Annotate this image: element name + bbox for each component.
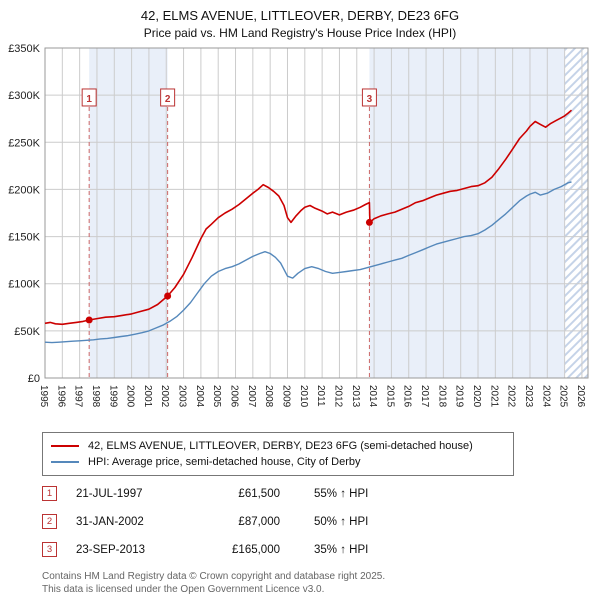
sale-marker-badge-3: 3 <box>42 542 57 557</box>
hpi-shaded-band <box>89 48 168 378</box>
x-axis-tick-label: 2020 <box>471 385 482 408</box>
sale-price-3: £165,000 <box>232 543 280 556</box>
sale-flag-box-2 <box>160 88 176 107</box>
sale-date-3: 23-SEP-2013 <box>76 543 146 556</box>
x-axis-tick-label: 2008 <box>263 385 274 408</box>
sale-hpi-change-3: 35% ↑ HPI <box>314 543 369 556</box>
y-axis-tick-label: £150K <box>8 232 40 244</box>
legend-item-hpi: HPI: Average price, semi-detached house,… <box>51 454 505 470</box>
sale-row-2: 2 31-JAN-2002 £87,000 50% ↑ HPI <box>42 514 600 529</box>
x-axis-tick-label: 2016 <box>402 385 413 408</box>
red-line-swatch <box>51 445 79 447</box>
x-axis-tick-label: 2015 <box>384 385 395 408</box>
sale-point-3 <box>365 218 373 226</box>
x-axis-tick-label: 2011 <box>315 385 326 407</box>
property-price-line <box>44 109 573 326</box>
sale-hpi-change-2: 50% ↑ HPI <box>314 515 369 528</box>
y-axis-tick-label: £100K <box>8 279 40 291</box>
blue-line-swatch <box>51 461 79 463</box>
x-axis-tick-label: 1996 <box>55 385 66 408</box>
sale-hpi-change-1: 55% ↑ HPI <box>314 487 369 500</box>
y-axis-tick-label: £50K <box>14 326 40 338</box>
sale-flag-number-3: 3 <box>367 94 373 105</box>
sale-row-1: 1 21-JUL-1997 £61,500 55% ↑ HPI <box>42 486 600 501</box>
sale-flag-box-3 <box>361 88 377 107</box>
copyright-line-1: Contains HM Land Registry data © Crown c… <box>42 571 386 582</box>
x-axis-tick-label: 1999 <box>107 385 118 408</box>
x-axis-tick-label: 1998 <box>90 385 101 408</box>
page-root: 42, ELMS AVENUE, LITTLEOVER, DERBY, DE23… <box>0 8 600 596</box>
page-subtitle: Price paid vs. HM Land Registry's House … <box>143 26 457 40</box>
sale-date-1: 21-JUL-1997 <box>76 487 143 500</box>
y-axis-tick-label: £200K <box>8 184 40 196</box>
sale-date-2: 31-JAN-2002 <box>76 515 144 528</box>
x-axis-tick-label: 2023 <box>523 385 534 408</box>
x-axis-tick-label: 2018 <box>436 385 447 408</box>
x-axis-tick-label: 2007 <box>246 385 257 408</box>
legend-label-property: 42, ELMS AVENUE, LITTLEOVER, DERBY, DE23… <box>88 440 473 452</box>
x-axis-tick-label: 2012 <box>332 385 343 408</box>
hpi-shaded-band <box>369 48 565 378</box>
chart-legend: 42, ELMS AVENUE, LITTLEOVER, DERBY, DE23… <box>42 432 514 476</box>
x-axis-tick-label: 2006 <box>229 385 240 408</box>
x-axis-tick-label: 1997 <box>73 385 84 408</box>
x-axis-tick-label: 2001 <box>142 385 153 408</box>
sale-price-2: £87,000 <box>238 515 280 528</box>
sales-table: 1 21-JUL-1997 £61,500 55% ↑ HPI 2 31-JAN… <box>42 486 600 557</box>
x-axis-tick-label: 2021 <box>488 385 499 408</box>
legend-item-property: 42, ELMS AVENUE, LITTLEOVER, DERBY, DE23… <box>51 438 505 454</box>
x-axis-tick-label: 2003 <box>177 385 188 408</box>
hpi-average-line <box>44 181 572 344</box>
sale-flag-number-1: 1 <box>86 94 92 105</box>
x-axis-tick-label: 2002 <box>159 385 170 408</box>
page-title: 42, ELMS AVENUE, LITTLEOVER, DERBY, DE23… <box>140 8 460 23</box>
legend-label-hpi: HPI: Average price, semi-detached house,… <box>88 456 361 468</box>
plot-border <box>44 47 589 379</box>
x-axis-tick-label: 2009 <box>280 385 291 408</box>
x-axis-tick-label: 2025 <box>558 385 569 408</box>
y-axis-tick-label: £250K <box>8 137 40 149</box>
sale-marker-badge-1: 1 <box>42 486 57 501</box>
x-axis-tick-label: 2004 <box>194 385 205 408</box>
y-axis-tick-label: £350K <box>8 43 40 55</box>
x-axis-tick-label: 2014 <box>367 385 378 408</box>
footer-copyright: Contains HM Land Registry data © Crown c… <box>42 570 600 596</box>
price-history-chart: £0 £50K £100K £150K £200K £250K £300K £350K 1995… <box>0 42 600 432</box>
x-axis-tick-label: 2013 <box>350 385 361 408</box>
x-axis-tick-label: 2019 <box>454 385 465 408</box>
x-axis-tick-label: 2022 <box>506 385 517 408</box>
x-axis-tick-label: 2026 <box>575 385 586 408</box>
y-axis-tick-label: £0 <box>28 373 40 385</box>
sale-point-1 <box>85 316 93 324</box>
sale-point-2 <box>164 292 172 300</box>
sale-marker-badge-2: 2 <box>42 514 57 529</box>
sale-flag-box-1 <box>81 88 97 107</box>
x-axis-tick-label: 2005 <box>211 385 222 408</box>
sale-price-1: £61,500 <box>238 487 280 500</box>
x-axis-tick-label: 2017 <box>419 385 430 408</box>
chart-canvas: £0 £50K £100K £150K £200K £250K £300K £350K 1995… <box>8 43 589 408</box>
y-axis-tick-label: £300K <box>8 90 40 102</box>
x-axis-tick-label: 2000 <box>125 385 136 408</box>
x-axis-tick-label: 2010 <box>298 385 309 408</box>
x-axis-tick-label: 1995 <box>38 385 49 408</box>
x-axis-tick-label: 2024 <box>540 385 551 408</box>
future-hatch-band <box>564 48 588 378</box>
sale-row-3: 3 23-SEP-2013 £165,000 35% ↑ HPI <box>42 542 600 557</box>
sale-flag-number-2: 2 <box>165 94 171 105</box>
